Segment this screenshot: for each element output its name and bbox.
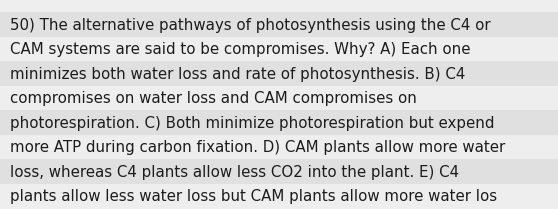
Text: plants allow less water loss but CAM plants allow more water los: plants allow less water loss but CAM pla…	[10, 189, 497, 204]
Text: CAM systems are said to be compromises. Why? A) Each one: CAM systems are said to be compromises. …	[10, 42, 470, 57]
Bar	[0, 85, 558, 110]
Bar	[0, 110, 558, 135]
Text: photorespiration. C) Both minimize photorespiration but expend: photorespiration. C) Both minimize photo…	[10, 116, 494, 131]
Bar	[0, 37, 558, 61]
Text: compromises on water loss and CAM compromises on: compromises on water loss and CAM compro…	[10, 91, 417, 106]
Text: loss, whereas C4 plants allow less CO2 into the plant. E) C4: loss, whereas C4 plants allow less CO2 i…	[10, 165, 459, 180]
Bar	[0, 135, 558, 159]
Text: 50) The alternative pathways of photosynthesis using the C4 or: 50) The alternative pathways of photosyn…	[10, 18, 490, 33]
Bar	[0, 0, 558, 12]
Text: minimizes both water loss and rate of photosynthesis. B) C4: minimizes both water loss and rate of ph…	[10, 67, 465, 82]
Text: more ATP during carbon fixation. D) CAM plants allow more water: more ATP during carbon fixation. D) CAM …	[10, 140, 505, 155]
Bar	[0, 184, 558, 209]
Bar	[0, 61, 558, 85]
Bar	[0, 159, 558, 184]
Bar	[0, 12, 558, 37]
